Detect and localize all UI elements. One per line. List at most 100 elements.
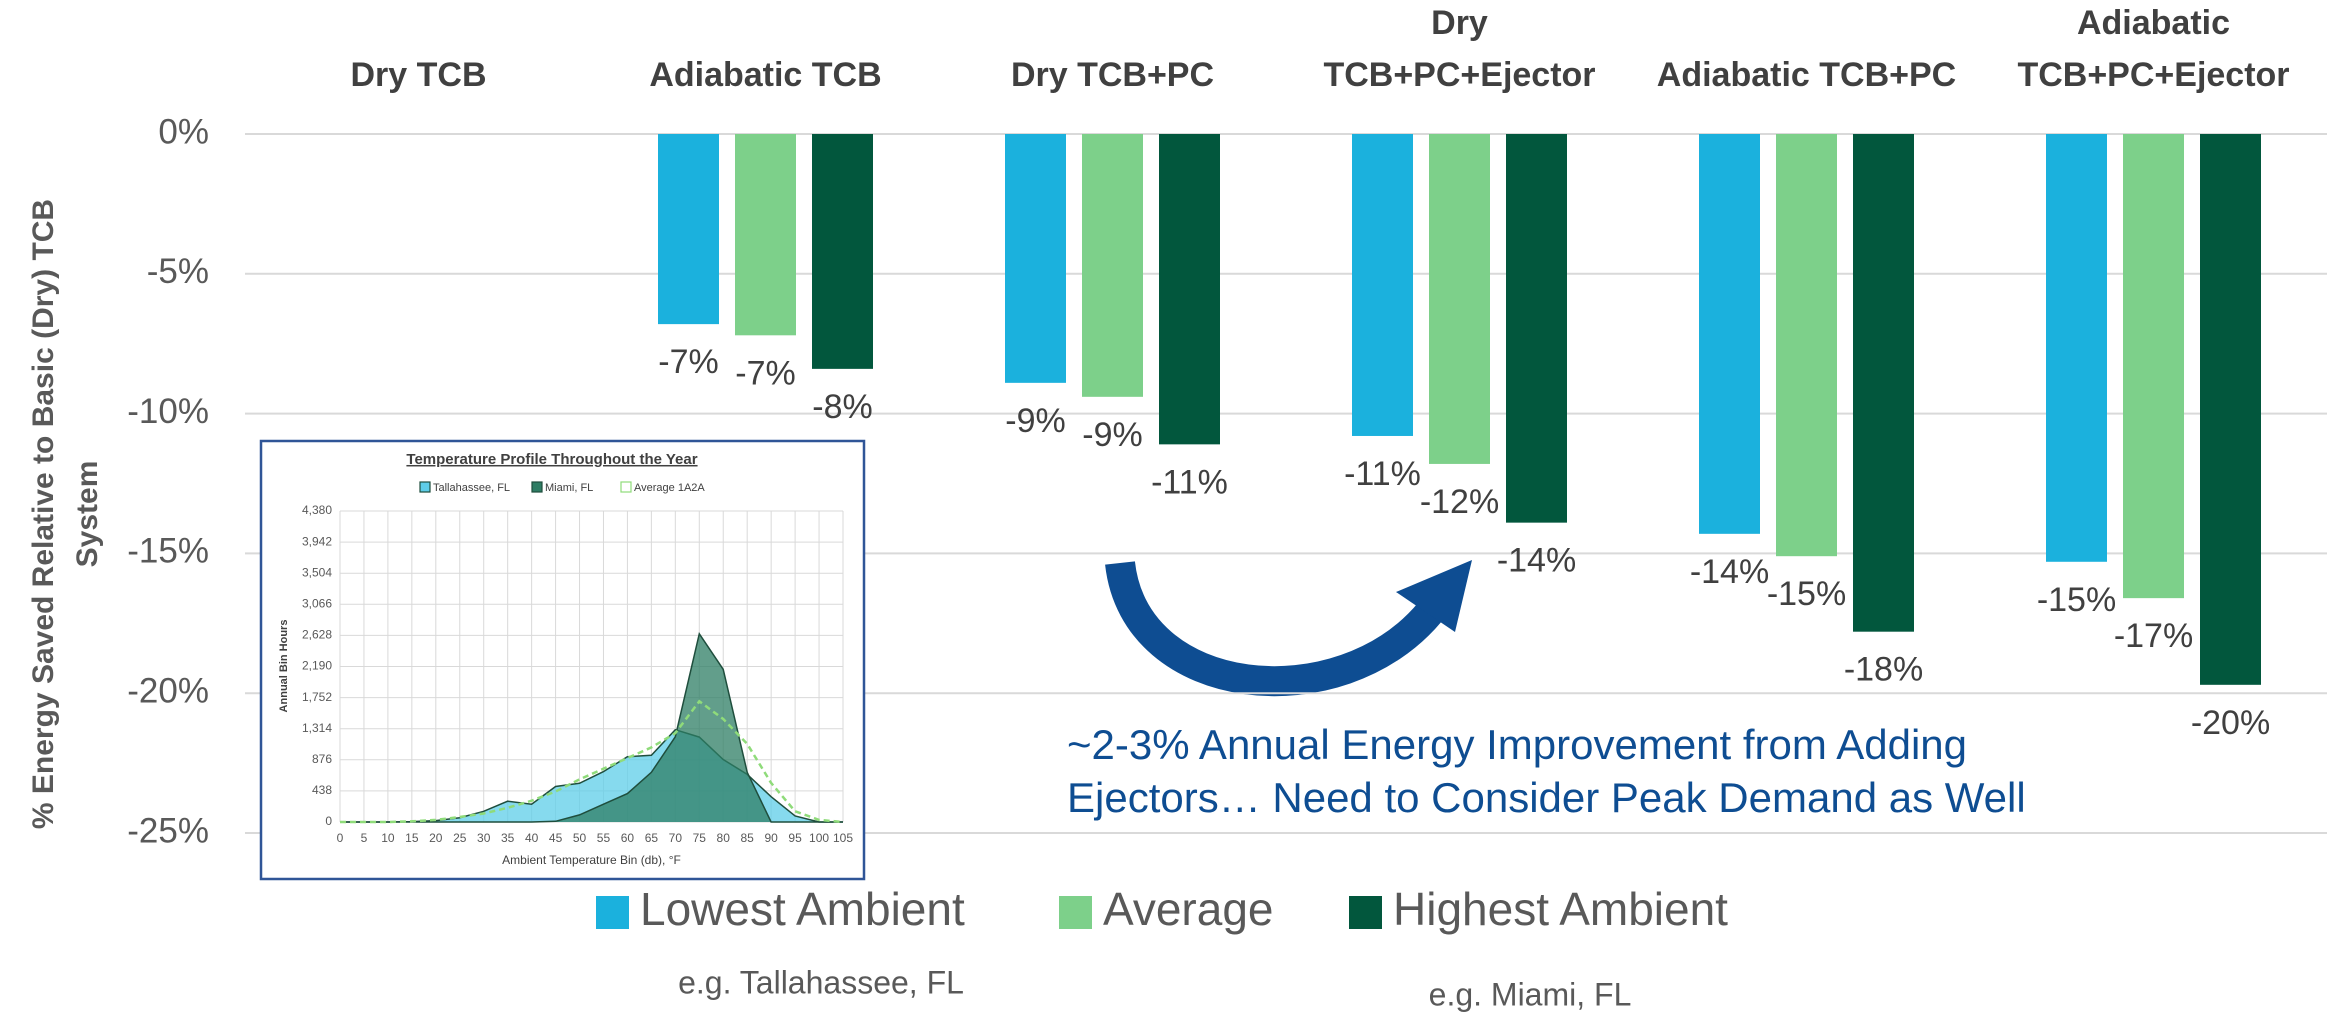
bar bbox=[2200, 134, 2261, 685]
y-tick-label: 0% bbox=[158, 112, 209, 151]
bar bbox=[2046, 134, 2107, 562]
legend-label: Highest Ambient bbox=[1393, 883, 1728, 935]
x-tick-label: 50 bbox=[573, 831, 587, 845]
legend-label: Tallahassee, FL bbox=[433, 482, 510, 494]
category-label: Dry TCB bbox=[350, 56, 486, 94]
bar bbox=[1506, 134, 1567, 523]
bar bbox=[1429, 134, 1490, 464]
inset-title: Temperature Profile Throughout the Year bbox=[406, 451, 697, 468]
y-tick-label: -20% bbox=[127, 671, 209, 710]
category-label: Adiabatic TCB+PC+Ejector bbox=[2017, 4, 2289, 94]
x-tick-label: 65 bbox=[645, 831, 659, 845]
series-line bbox=[340, 699, 844, 824]
legend-label: Average bbox=[1103, 883, 1274, 935]
bar bbox=[1853, 134, 1914, 632]
category-label: Dry TCB+PC bbox=[1011, 56, 1214, 94]
bar bbox=[1159, 134, 1220, 445]
value-label: -8% bbox=[812, 388, 872, 426]
x-tick-label: 95 bbox=[788, 831, 802, 845]
bar bbox=[1776, 134, 1837, 557]
bar bbox=[1082, 134, 1143, 397]
x-tick-label: 55 bbox=[597, 831, 611, 845]
value-label: -14% bbox=[1690, 553, 1769, 591]
value-label: -12% bbox=[1420, 483, 1499, 521]
x-tick-label: 15 bbox=[405, 831, 419, 845]
x-tick-label: 45 bbox=[549, 831, 563, 845]
y-tick-label: -25% bbox=[127, 811, 209, 850]
value-label: -15% bbox=[2037, 581, 2116, 619]
value-label: -11% bbox=[1151, 463, 1228, 501]
legend-swatch bbox=[1059, 896, 1092, 929]
x-tick-label: 70 bbox=[669, 831, 683, 845]
value-label: -15% bbox=[1767, 575, 1846, 613]
y-tick-label: -10% bbox=[127, 392, 209, 431]
x-tick-label: 30 bbox=[477, 831, 491, 845]
y-axis-label: % Energy Saved Relative to Basic (Dry) T… bbox=[27, 199, 104, 829]
bar bbox=[735, 134, 796, 336]
legend-note: e.g. Tallahassee, FL bbox=[678, 964, 964, 1000]
x-tick-label: 25 bbox=[453, 831, 467, 845]
legend-swatch bbox=[1349, 896, 1382, 929]
bar bbox=[1699, 134, 1760, 534]
y-tick-label: -5% bbox=[147, 252, 209, 291]
bar bbox=[1352, 134, 1413, 436]
x-tick-label: 10 bbox=[381, 831, 395, 845]
legend-label: Lowest Ambient bbox=[640, 883, 965, 935]
value-label: -7% bbox=[735, 354, 795, 392]
annotation: Ejectors… Need to Consider Peak Demand a… bbox=[1067, 774, 2026, 821]
category-label: Dry TCB+PC+Ejector bbox=[1323, 4, 1595, 94]
y-tick-label: 2,190 bbox=[302, 659, 332, 673]
value-label: -18% bbox=[1844, 651, 1923, 689]
legend-label: Miami, FL bbox=[545, 482, 593, 494]
legend-swatch bbox=[531, 481, 543, 493]
y-axis-label: Annual Bin Hours bbox=[278, 620, 290, 713]
bar bbox=[2123, 134, 2184, 599]
legend-swatch bbox=[620, 481, 632, 493]
arrow bbox=[1105, 560, 1442, 697]
value-label: -17% bbox=[2114, 617, 2193, 655]
y-tick-label: 3,066 bbox=[302, 596, 332, 610]
x-tick-label: 5 bbox=[361, 831, 368, 845]
x-tick-label: 105 bbox=[833, 831, 853, 845]
x-tick-label: 20 bbox=[429, 831, 443, 845]
bar bbox=[812, 134, 873, 369]
y-tick-label: 3,504 bbox=[302, 565, 332, 579]
category-label: Adiabatic TCB+PC bbox=[1657, 56, 1956, 94]
y-tick-label: 2,628 bbox=[302, 628, 332, 642]
y-tick-label: 438 bbox=[312, 783, 332, 797]
x-tick-label: 80 bbox=[717, 831, 731, 845]
legend-swatch bbox=[596, 896, 629, 929]
x-tick-label: 40 bbox=[525, 831, 539, 845]
bar bbox=[1005, 134, 1066, 383]
value-label: -9% bbox=[1005, 402, 1065, 440]
series-line bbox=[340, 631, 843, 823]
legend-note: e.g. Miami, FL bbox=[1429, 976, 1632, 1012]
x-tick-label: 35 bbox=[501, 831, 515, 845]
annotation: ~2-3% Annual Energy Improvement from Add… bbox=[1067, 721, 1967, 768]
y-tick-label: 4,380 bbox=[302, 503, 332, 517]
y-tick-label: 1,314 bbox=[302, 721, 332, 735]
bar bbox=[658, 134, 719, 325]
value-label: -11% bbox=[1344, 455, 1421, 493]
x-tick-label: 60 bbox=[621, 831, 635, 845]
value-label: -14% bbox=[1497, 542, 1576, 580]
y-tick-label: 876 bbox=[312, 752, 332, 766]
legend-swatch bbox=[419, 481, 431, 493]
x-tick-label: 0 bbox=[337, 831, 344, 845]
category-label: Adiabatic TCB bbox=[649, 56, 881, 94]
y-tick-label: 3,942 bbox=[302, 534, 332, 548]
x-axis-label: Ambient Temperature Bin (db), °F bbox=[502, 853, 681, 867]
y-tick-label: -15% bbox=[127, 532, 209, 571]
value-label: -20% bbox=[2191, 704, 2270, 742]
value-label: -9% bbox=[1082, 416, 1142, 454]
area-fill bbox=[340, 633, 843, 822]
value-label: -7% bbox=[658, 343, 718, 381]
x-tick-label: 75 bbox=[693, 831, 707, 845]
y-tick-label: 0 bbox=[325, 814, 332, 828]
arrow-head bbox=[1396, 560, 1472, 632]
x-tick-label: 85 bbox=[741, 831, 755, 845]
y-tick-label: 1,752 bbox=[302, 690, 332, 704]
x-tick-label: 90 bbox=[764, 831, 778, 845]
